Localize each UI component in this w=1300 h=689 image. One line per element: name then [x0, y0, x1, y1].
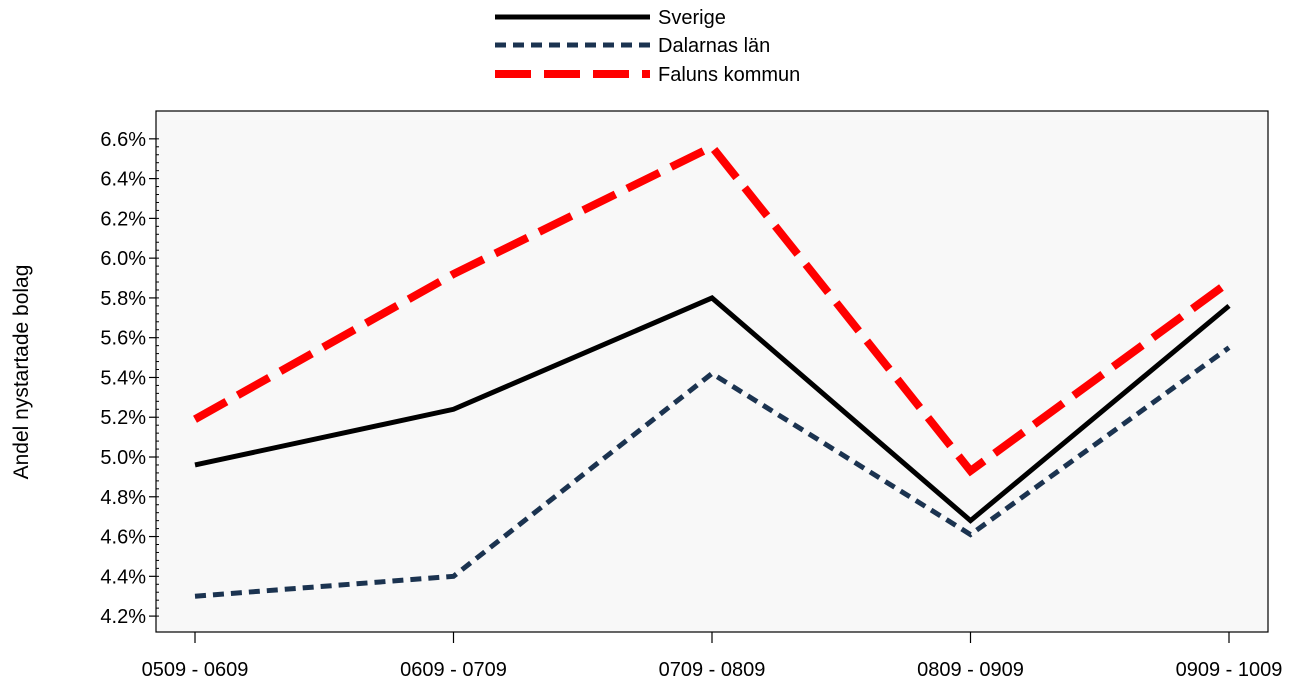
y-tick-label: 5.0%	[100, 447, 146, 469]
legend-item-dalarnas-lan: Dalarnas län	[495, 35, 770, 57]
x-tick-label: 0609 - 0709	[400, 659, 507, 681]
series-lines	[193, 141, 1232, 599]
series-line-dalarnas-l-n	[194, 345, 1231, 599]
x-axis: 0509 - 0609 0609 - 0709 0709 - 0809 0809 - …	[142, 632, 1283, 681]
y-tick-label: 4.2%	[100, 606, 146, 628]
y-tick-label: 5.6%	[100, 328, 146, 350]
y-axis-title: Andel nystartade bolag	[10, 265, 33, 480]
y-tick-label: 5.2%	[100, 407, 146, 429]
legend-label-faluns-kommun: Faluns kommun	[658, 64, 800, 86]
x-tick-label: 0809 - 0909	[917, 659, 1024, 681]
legend-item-sverige: Sverige	[495, 7, 726, 29]
x-tick-label: 0509 - 0609	[142, 659, 249, 681]
y-tick-label: 4.8%	[100, 487, 146, 509]
y-axis-minor-ticks	[156, 138, 159, 617]
y-tick-label: 6.4%	[100, 169, 146, 191]
legend-label-sverige: Sverige	[658, 7, 726, 29]
series-line-faluns-kommun	[193, 141, 1232, 477]
y-tick-label: 6.2%	[100, 208, 146, 230]
legend: Sverige Dalarnas län Faluns kommun	[495, 7, 800, 86]
y-axis: 4.2% 4.4% 4.6% 4.8% 5.0% 5.2% 5.4% 5.6% 5.8% 6.0%…	[100, 129, 156, 628]
y-tick-label: 6.6%	[100, 129, 146, 151]
x-tick-label: 0909 - 1009	[1176, 659, 1283, 681]
x-tick-label: 0709 - 0809	[659, 659, 766, 681]
legend-label-dalarnas-lan: Dalarnas län	[658, 35, 770, 57]
y-tick-label: 6.0%	[100, 248, 146, 270]
y-tick-label: 4.4%	[100, 566, 146, 588]
y-tick-label: 4.6%	[100, 527, 146, 549]
y-tick-label: 5.8%	[100, 288, 146, 310]
legend-item-faluns-kommun: Faluns kommun	[495, 64, 800, 86]
plot-area	[155, 110, 1269, 633]
y-tick-label: 5.4%	[100, 367, 146, 389]
